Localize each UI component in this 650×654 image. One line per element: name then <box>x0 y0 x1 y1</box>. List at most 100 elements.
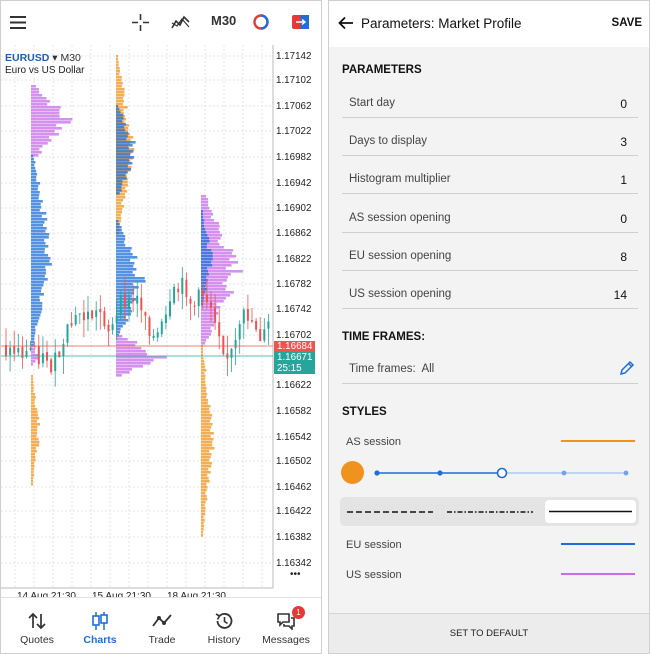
profile-bar <box>116 162 133 165</box>
profile-bar <box>31 133 59 136</box>
profile-bar <box>31 97 47 100</box>
eu-session-color-line[interactable] <box>561 543 635 545</box>
bar-timer-tag: 25:15 <box>274 363 315 374</box>
candle-body <box>242 309 245 324</box>
price-chart[interactable]: EURUSD ▾ M30 Euro vs US Dollar 1.17142 1.… <box>1 45 321 602</box>
profile-bar <box>116 135 128 138</box>
parameter-row[interactable]: Days to display 3 <box>342 126 638 157</box>
candle-body <box>58 351 61 358</box>
parameter-value[interactable]: 3 <box>620 135 627 150</box>
as-session-color-swatch[interactable] <box>341 461 364 484</box>
line-style-dash-dot[interactable] <box>447 510 533 514</box>
profile-bar <box>31 215 42 218</box>
parameter-value[interactable]: 0 <box>620 97 627 111</box>
line-width-slider[interactable] <box>369 461 639 485</box>
candle-body <box>144 312 147 316</box>
profile-bar <box>201 468 209 471</box>
parameter-value[interactable]: 8 <box>620 249 627 264</box>
parameter-row[interactable]: AS session opening 0 <box>342 203 638 233</box>
as-session-color-line[interactable] <box>561 440 635 442</box>
one-click-trading-icon[interactable] <box>253 14 269 30</box>
profile-bar <box>116 298 136 301</box>
back-arrow-icon[interactable] <box>338 16 353 30</box>
crosshair-icon[interactable] <box>132 14 149 31</box>
profile-bar <box>116 226 122 229</box>
save-button[interactable]: SAVE <box>611 17 642 29</box>
more-options-icon[interactable]: ••• <box>290 569 301 580</box>
trade-icon[interactable] <box>292 15 309 29</box>
profile-bar <box>116 347 142 350</box>
profile-bar <box>31 85 36 88</box>
profile-bar <box>31 164 35 167</box>
profile-bar <box>31 275 45 278</box>
tab-trade[interactable]: Trade <box>130 598 194 653</box>
parameter-value[interactable]: 14 <box>613 288 627 302</box>
as-session-label: AS session <box>346 436 402 448</box>
profile-bar <box>201 327 211 330</box>
tab-quotes[interactable]: Quotes <box>5 598 69 653</box>
parameter-value[interactable]: 0 <box>620 211 627 226</box>
price-label: 1.16542 <box>276 432 312 443</box>
profile-bar <box>31 441 40 444</box>
slider-thumb[interactable] <box>496 467 508 479</box>
parameter-row[interactable]: Histogram multiplier 1 <box>342 164 638 195</box>
profile-bar <box>31 251 45 254</box>
tab-label: Charts <box>83 634 117 646</box>
timeframe-button[interactable]: M30 <box>211 13 237 28</box>
profile-bar <box>201 234 208 237</box>
profile-bar <box>201 228 219 231</box>
ask-price-tag: 1.16671 <box>274 352 315 363</box>
us-session-color-line[interactable] <box>561 573 635 575</box>
timeframes-row[interactable]: Time frames: All <box>342 354 638 384</box>
menu-icon[interactable] <box>10 16 26 29</box>
line-style-dashed[interactable] <box>347 510 433 514</box>
set-to-default-button[interactable]: SET TO DEFAULT <box>449 628 529 639</box>
profile-bar <box>201 264 213 267</box>
profile-bar <box>201 504 205 507</box>
slider-step[interactable] <box>374 470 380 476</box>
slider-step[interactable] <box>437 470 443 476</box>
profile-bar <box>201 462 213 465</box>
profile-bar <box>201 264 232 267</box>
profile-bar <box>31 429 38 432</box>
profile-bar <box>31 106 61 109</box>
profile-bar <box>31 263 52 266</box>
tab-history[interactable]: History <box>192 598 256 653</box>
eu-session-label: EU session <box>346 539 402 551</box>
indicators-icon[interactable] <box>171 14 190 31</box>
parameter-row[interactable]: Start day 0 <box>342 88 638 118</box>
parameter-row[interactable]: EU session opening 8 <box>342 241 638 271</box>
profile-bar <box>201 225 205 228</box>
line-style-solid[interactable] <box>545 500 636 523</box>
profile-bar <box>116 211 122 214</box>
slider-step[interactable] <box>623 470 629 476</box>
edit-pencil-icon[interactable] <box>619 360 635 376</box>
profile-bar <box>201 378 205 381</box>
profile-bar <box>116 268 137 271</box>
profile-bar <box>201 213 203 216</box>
profile-bar <box>201 339 207 342</box>
profile-bar <box>201 276 206 279</box>
parameter-row[interactable]: US session opening 14 <box>342 279 638 309</box>
profile-bar <box>31 338 35 341</box>
slider-step[interactable] <box>561 470 567 476</box>
profile-bar <box>31 480 33 483</box>
profile-bar <box>116 103 123 106</box>
profile-bar <box>201 432 214 435</box>
parameter-value[interactable]: 1 <box>620 173 627 188</box>
tab-label: Trade <box>148 634 176 646</box>
profile-bar <box>201 309 216 312</box>
tab-messages[interactable]: 1 Messages <box>254 598 318 653</box>
profile-bar <box>116 304 129 307</box>
candle-body <box>222 335 225 354</box>
profile-bar <box>116 256 138 259</box>
price-label: 1.16902 <box>276 203 312 214</box>
chart-canvas[interactable] <box>1 45 321 595</box>
profile-bar <box>201 528 204 531</box>
tab-charts[interactable]: Charts <box>68 598 132 653</box>
profile-bar <box>201 399 209 402</box>
profile-bar <box>201 246 224 249</box>
profile-bar <box>116 64 119 67</box>
parameter-name: AS session opening <box>349 211 451 224</box>
profile-bar <box>116 331 120 334</box>
